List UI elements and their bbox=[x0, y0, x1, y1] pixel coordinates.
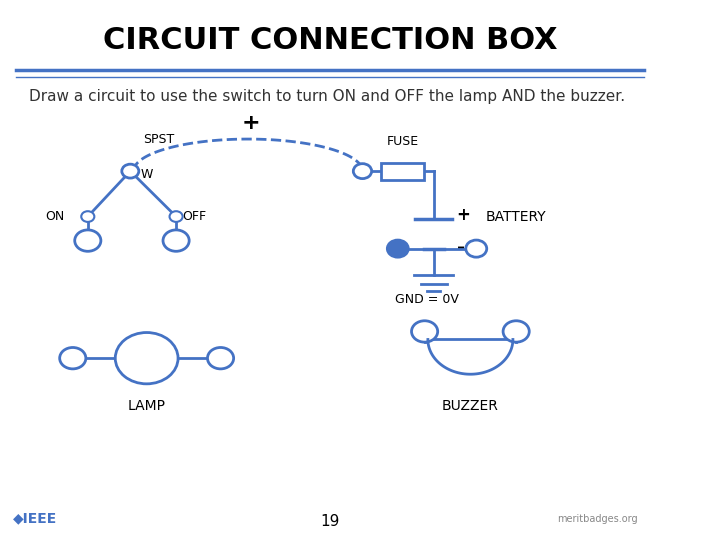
Circle shape bbox=[466, 240, 487, 257]
Circle shape bbox=[412, 321, 438, 342]
Circle shape bbox=[207, 348, 233, 369]
Circle shape bbox=[75, 230, 101, 251]
Text: SPST: SPST bbox=[143, 132, 175, 146]
Circle shape bbox=[163, 230, 189, 251]
Circle shape bbox=[60, 348, 86, 369]
Text: OFF: OFF bbox=[183, 210, 207, 223]
Text: -: - bbox=[456, 238, 464, 256]
Text: CIRCUIT CONNECTION BOX: CIRCUIT CONNECTION BOX bbox=[102, 26, 557, 55]
Text: ON: ON bbox=[45, 210, 65, 223]
Circle shape bbox=[354, 164, 372, 179]
Text: LAMP: LAMP bbox=[127, 399, 166, 413]
Text: BUZZER: BUZZER bbox=[442, 399, 499, 413]
Text: 19: 19 bbox=[320, 514, 339, 529]
Text: W: W bbox=[140, 168, 153, 181]
Text: GND = 0V: GND = 0V bbox=[395, 293, 459, 306]
Circle shape bbox=[169, 211, 183, 222]
Text: Draw a circuit to use the switch to turn ON and OFF the lamp AND the buzzer.: Draw a circuit to use the switch to turn… bbox=[29, 89, 625, 104]
Text: FUSE: FUSE bbox=[387, 135, 419, 148]
Circle shape bbox=[122, 164, 139, 178]
Text: +: + bbox=[456, 206, 471, 224]
Text: meritbadges.org: meritbadges.org bbox=[557, 514, 638, 523]
Text: ◆IEEE: ◆IEEE bbox=[14, 511, 58, 525]
Text: BATTERY: BATTERY bbox=[486, 210, 546, 224]
Circle shape bbox=[115, 333, 178, 384]
Bar bbox=[382, 163, 424, 180]
Circle shape bbox=[503, 321, 529, 342]
Circle shape bbox=[387, 240, 408, 257]
Circle shape bbox=[81, 211, 94, 222]
Text: +: + bbox=[242, 113, 261, 133]
